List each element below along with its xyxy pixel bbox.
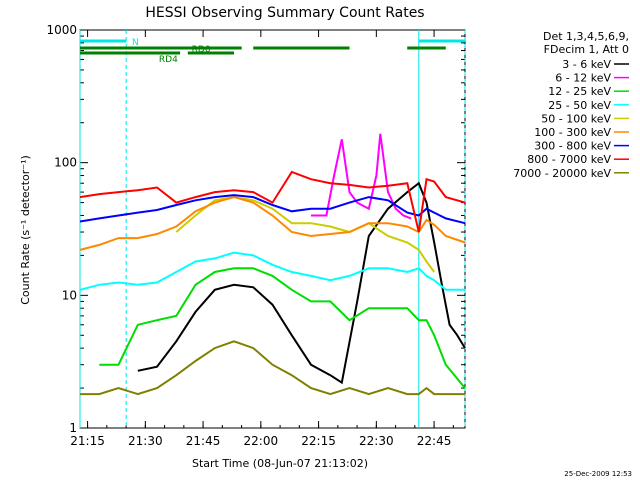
plot-timestamp: 25-Dec-2009 12:53: [564, 470, 632, 478]
legend-header: Det 1,3,4,5,6,9,: [543, 30, 629, 43]
series-line: [311, 133, 412, 220]
x-tick-label: 22:45: [417, 434, 452, 448]
x-tick-label: 21:30: [128, 434, 163, 448]
legend-label: 50 - 100 keV: [541, 112, 611, 125]
x-tick-label: 21:15: [70, 434, 105, 448]
legend: Det 1,3,4,5,6,9,FDecim 1, Att 0 3 - 6 keV…: [513, 30, 629, 180]
annotation-label: RD4: [159, 55, 178, 65]
legend-label: 300 - 800 keV: [534, 140, 611, 153]
x-tick-label: 22:30: [359, 434, 394, 448]
plot-frame: [79, 29, 466, 429]
chart-title: HESSI Observing Summary Count Rates: [145, 5, 424, 21]
series-line: [79, 170, 466, 233]
series-line: [79, 251, 465, 291]
series-line: [99, 267, 466, 389]
y-tick-label: 10: [62, 288, 77, 302]
legend-label: 12 - 25 keV: [548, 85, 611, 98]
legend-label: 25 - 50 keV: [548, 99, 611, 112]
y-tick-label: 1: [69, 421, 77, 435]
y-axis-label: Count Rate (s⁻¹ detector⁻¹): [19, 155, 32, 305]
legend-label: 800 - 7000 keV: [527, 153, 611, 166]
x-tick-label: 22:15: [301, 434, 336, 448]
annotation-label: N: [132, 38, 139, 48]
legend-label: 6 - 12 keV: [555, 72, 611, 85]
legend-header: FDecim 1, Att 0: [544, 43, 629, 56]
x-tick-label: 21:45: [186, 434, 221, 448]
legend-label: 7000 - 20000 keV: [513, 167, 611, 180]
series-line: [80, 340, 465, 396]
series-line: [137, 181, 466, 385]
series-line: [175, 196, 436, 273]
x-axis-label: Start Time (08-Jun-07 21:13:02): [192, 457, 368, 470]
y-tick-label: 1000: [46, 23, 77, 37]
series-line: [79, 196, 466, 251]
legend-label: 3 - 6 keV: [562, 58, 611, 71]
y-tick-label: 100: [54, 156, 77, 170]
annotation-label: RD0: [192, 45, 211, 55]
x-tick-label: 22:00: [244, 434, 279, 448]
legend-label: 100 - 300 keV: [534, 126, 611, 139]
